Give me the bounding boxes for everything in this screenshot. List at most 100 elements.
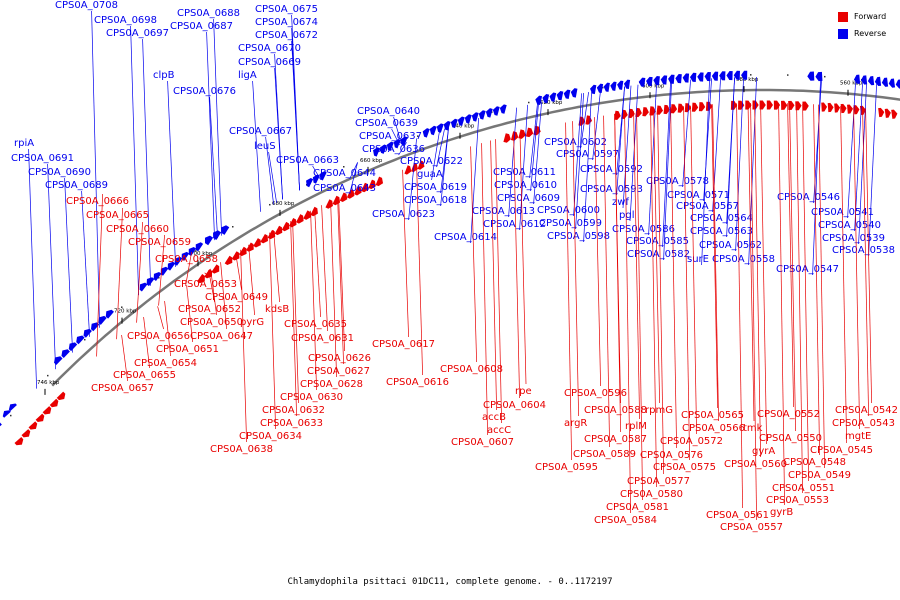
reverse-leader-line <box>349 162 358 195</box>
legend-reverse: Reverse <box>838 25 900 42</box>
reverse-leader-line <box>847 81 856 219</box>
minor-tick <box>824 75 826 78</box>
forward-gene-label: CPS0A_0576 <box>640 450 703 461</box>
forward-gene-label: CPS0A_0584 <box>594 515 657 526</box>
reverse-gene <box>741 70 748 80</box>
reverse-gene <box>549 92 557 102</box>
reverse-gene-label: CPS0A_0602 <box>544 137 607 148</box>
reverse-leader-line <box>252 80 261 212</box>
reverse-gene-label: CPS0A_0622 <box>400 156 463 167</box>
reverse-leader-line <box>726 77 735 238</box>
reverse-gene <box>422 128 430 138</box>
forward-gene <box>375 176 384 187</box>
reverse-gene <box>98 315 107 325</box>
reverse-gene-label: CPS0A_0697 <box>106 28 169 39</box>
forward-gene <box>281 221 290 232</box>
forward-gene <box>510 131 519 141</box>
reverse-gene <box>485 108 493 118</box>
forward-gene-label: CPS0A_0649 <box>205 292 268 303</box>
reverse-leader-line <box>530 102 539 192</box>
reverse-gene <box>312 174 320 184</box>
forward-gene-label: gyrA <box>752 446 775 457</box>
reverse-gene <box>733 70 740 80</box>
forward-leader-line <box>670 107 677 449</box>
minor-tick <box>787 74 789 76</box>
reverse-leader-line <box>868 83 877 257</box>
reverse-gene <box>726 71 733 81</box>
forward-gene-label: CPS0A_0550 <box>759 433 822 444</box>
forward-leader-line <box>853 107 860 430</box>
reverse-gene-label: zwf <box>612 197 629 208</box>
forward-gene <box>738 100 745 110</box>
forward-gene-label: CPS0A_0658 <box>155 254 218 265</box>
reverse-leader-line <box>81 190 90 337</box>
reverse-leader-line <box>274 67 283 200</box>
forward-gene-label: CPS0A_0647 <box>190 331 253 342</box>
reverse-leader-line <box>622 85 632 209</box>
forward-leader-line <box>292 219 299 404</box>
reverse-gene-label: CPS0A_0564 <box>690 213 753 224</box>
reverse-gene-label: CPS0A_0618 <box>404 195 467 206</box>
forward-gene-label: CPS0A_0552 <box>757 409 820 420</box>
reverse-gene <box>0 420 2 431</box>
forward-gene-label: pyrG <box>240 317 264 328</box>
reverse-gene-label: CPS0A_0563 <box>690 226 753 237</box>
reverse-gene <box>379 144 387 154</box>
forward-gene-label: accC <box>487 425 511 436</box>
reverse-leader-line <box>440 127 449 207</box>
reverse-gene <box>638 77 646 87</box>
reverse-gene-label: CPS0A_0613 <box>472 206 535 217</box>
forward-gene <box>698 102 706 112</box>
forward-gene <box>354 185 362 196</box>
forward-gene-label: CPS0A_0595 <box>535 462 598 473</box>
reverse-leader-line <box>393 116 402 145</box>
scale-label: 746 kbp <box>37 380 60 386</box>
forward-gene <box>730 100 738 110</box>
forward-gene <box>795 101 802 111</box>
reverse-leader-line <box>575 92 584 230</box>
forward-leader-line <box>594 117 601 387</box>
reverse-gene <box>139 282 148 292</box>
reverse-leader-line <box>735 77 744 252</box>
forward-gene-label: CPS0A_0656 <box>127 331 190 342</box>
reverse-leader-line <box>616 86 625 196</box>
forward-gene-label: CPS0A_0654 <box>134 358 197 369</box>
forward-gene <box>35 413 45 422</box>
forward-gene <box>773 100 781 110</box>
forward-gene <box>766 100 773 110</box>
reverse-gene-label: CPS0A_0690 <box>28 167 91 178</box>
forward-gene-label: CPS0A_0581 <box>606 502 669 513</box>
forward-leader-line <box>712 104 719 422</box>
forward-leader-line <box>290 221 297 417</box>
scale-label: 600 kbp <box>642 83 665 89</box>
reverse-gene <box>888 78 896 88</box>
forward-gene-label: CPS0A_0545 <box>810 445 873 456</box>
forward-leader-line <box>754 102 761 458</box>
reverse-gene-label: CPS0A_0578 <box>646 176 709 187</box>
forward-gene-label: CPS0A_0551 <box>772 483 835 494</box>
reverse-leader-line <box>265 136 274 205</box>
reverse-leader-line <box>663 81 672 261</box>
forward-gene <box>677 103 685 113</box>
reverse-leader-line <box>629 84 639 222</box>
reverse-gene <box>653 76 660 86</box>
forward-gene-label: CPS0A_0577 <box>627 476 690 487</box>
forward-gene-label: argR <box>564 418 587 429</box>
reverse-gene-label: CPS0A_0597 <box>556 149 619 160</box>
reverse-gene-label: rpiA <box>14 138 34 149</box>
forward-gene-label: CPS0A_0634 <box>239 431 302 442</box>
forward-gene <box>204 269 213 279</box>
reverse-gene-label: CPS0A_0612 <box>483 219 546 230</box>
forward-gene <box>834 103 841 113</box>
forward-leader-line <box>96 193 103 357</box>
forward-leader-line <box>269 232 276 430</box>
minor-tick <box>84 338 86 341</box>
forward-leader-line <box>402 169 409 338</box>
reverse-gene <box>181 251 190 261</box>
forward-gene <box>339 192 348 203</box>
reverse-gene <box>682 73 690 83</box>
forward-leader-line <box>248 244 255 316</box>
reverse-gene <box>660 75 668 85</box>
forward-gene <box>884 108 891 118</box>
forward-gene-label: CPS0A_0572 <box>660 436 723 447</box>
